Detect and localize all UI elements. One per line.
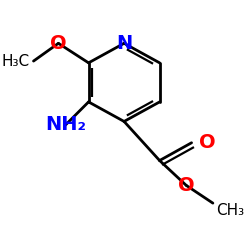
Text: O: O [199, 133, 215, 152]
Text: O: O [178, 176, 194, 195]
Text: H₃C: H₃C [2, 54, 30, 68]
Text: CH₃: CH₃ [216, 203, 244, 218]
Text: NH₂: NH₂ [45, 116, 86, 134]
Text: O: O [50, 34, 67, 53]
Text: N: N [116, 34, 132, 53]
